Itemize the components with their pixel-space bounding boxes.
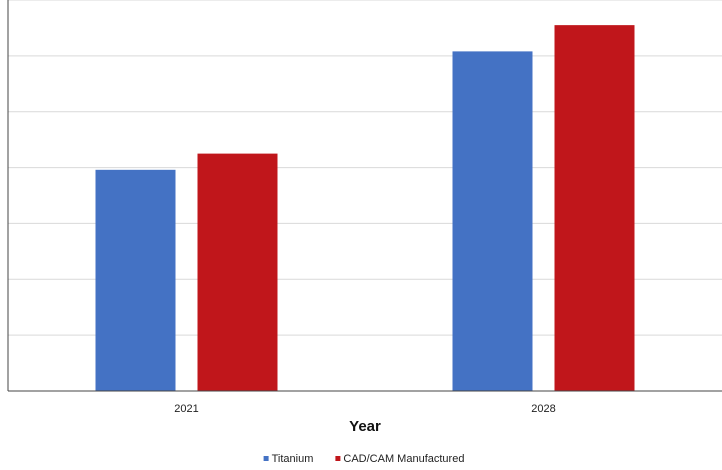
x-axis-title: Year — [349, 418, 381, 435]
bar-cad-cam-manufactured-2028 — [554, 25, 635, 392]
legend: Titanium CAD/CAM Manufactured — [263, 453, 464, 465]
legend-label-cad-cam-manufactured: CAD/CAM Manufactured — [343, 453, 464, 465]
legend-swatch-titanium — [263, 456, 269, 461]
legend-swatch-cad-cam-manufactured — [335, 456, 341, 461]
x-tick-label-2028: 2028 — [531, 403, 555, 415]
bar-titanium-2028 — [452, 51, 533, 391]
x-tick-label-2021: 2021 — [174, 403, 198, 415]
bar-cad-cam-manufactured-2021 — [197, 153, 278, 391]
bars — [95, 25, 635, 392]
legend-label-titanium: Titanium — [272, 453, 314, 465]
x-tick-labels: 2021 2028 — [174, 403, 555, 415]
bar-titanium-2021 — [95, 169, 176, 391]
